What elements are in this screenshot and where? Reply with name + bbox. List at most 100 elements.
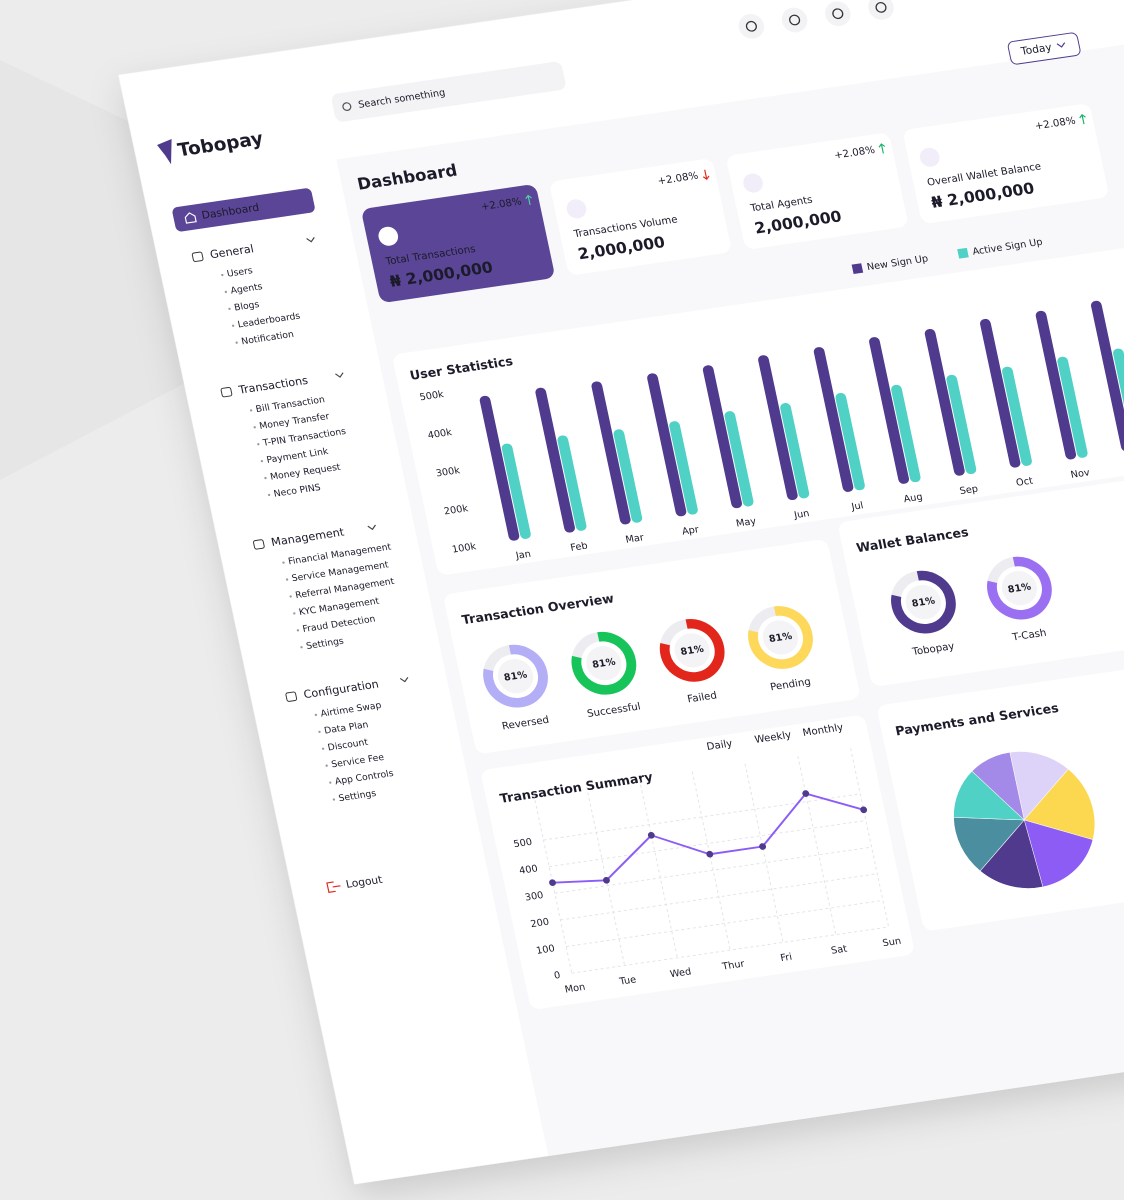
donut-label: 81% [503,670,529,684]
header-icon-glyph [832,8,844,20]
bar [613,429,643,523]
x-tick-label: Apr [681,524,700,537]
section-title[interactable]: General [209,242,255,261]
nav-item[interactable]: Users [226,265,254,279]
date-filter-label: Today [1019,41,1053,58]
stat-card [727,133,907,249]
trend-arrow [525,194,532,206]
y-tick-label: 200 [530,917,551,930]
header-icon[interactable] [736,12,766,40]
chevron [399,676,409,683]
filter-tab[interactable]: Daily [706,738,734,752]
nav-item[interactable]: Settings [338,788,378,804]
chevron [367,524,376,531]
x-tick-label: Sun [882,936,903,949]
pie-slice [971,752,1025,821]
logout[interactable]: Logout [345,873,384,891]
bar [535,387,575,533]
bar [869,337,910,484]
section-icon [220,387,233,398]
legend-swatch [851,263,864,275]
bar [557,435,587,531]
point [759,843,767,850]
chart-card [444,539,859,754]
x-tick-label: Wed [669,966,692,980]
card-icon [919,147,940,167]
x-tick-label: Feb [570,541,589,554]
item-dot [260,459,264,463]
item-dot [257,443,260,446]
card-icon [378,226,399,246]
nav-item[interactable]: Settings [305,636,345,652]
donut-arc [571,631,637,695]
nav-item[interactable]: Agents [230,281,264,296]
donut-hole [905,584,942,620]
header-icon[interactable] [823,0,853,28]
bar [724,411,754,507]
header-icon[interactable] [780,6,810,34]
bar [501,443,531,539]
stat-card [903,104,1108,224]
bar [946,374,977,475]
x-tick-label: Mar [625,532,645,545]
pie-slice [1023,819,1094,888]
donut-arc [748,606,813,669]
header-icon-glyph [875,2,887,13]
x-tick-label: Jun [792,508,810,521]
chevron [1056,42,1066,48]
pie-slice [953,816,1025,872]
item-dot [285,578,289,581]
donut-arc [659,618,725,682]
x-tick-label: Aug [903,492,924,505]
bar [1002,366,1032,466]
grid-line-v [586,786,626,966]
x-tick-label: Fri [779,952,793,964]
section-icon [191,251,204,262]
dashboard: Search somethingTodayTobopayDashboardGen… [118,0,1124,1185]
item-dot [296,629,300,632]
header-icon-glyph [745,20,757,32]
item-dot [231,324,235,327]
stat-card [550,159,731,275]
date-filter[interactable] [1007,32,1081,65]
item-dot [332,798,336,801]
search-box[interactable] [330,61,566,123]
grid-line-v [797,756,837,935]
donut-label: 81% [591,657,617,671]
bar [591,381,631,525]
item-dot [300,646,303,649]
donut-arc [987,556,1052,620]
card-icon [566,199,587,219]
logout-icon [326,881,341,893]
item-dot [293,612,296,615]
item-dot [289,595,292,598]
nav-active[interactable] [171,188,315,233]
item-dot [249,409,253,412]
item-dot [267,493,271,497]
donut-label: 81% [1007,582,1033,596]
point [647,831,655,839]
donut-hole [674,633,710,668]
bar [758,355,798,501]
grid-line-v [691,771,731,951]
item-dot [282,561,285,564]
item-dot [221,273,224,277]
donut-label: 81% [768,631,794,645]
item-dot [264,476,267,480]
trend-arrow [878,143,886,154]
grid-line-v [638,779,678,958]
nav-item[interactable]: Blogs [233,299,260,313]
header-icon[interactable] [866,0,896,21]
x-tick-label: Oct [1015,476,1034,489]
chart-card [481,715,914,1009]
y-tick-label: 500 [513,837,534,850]
x-tick-label: Tue [618,974,638,987]
y-tick-label: 100 [535,943,556,956]
logo-icon [157,138,172,165]
donut-name: T-Cash [1011,628,1048,644]
filter-tab[interactable]: Weekly [754,730,793,746]
donut-label: 81% [911,596,937,610]
chevron [335,372,344,378]
y-tick-label: 400 [518,863,539,876]
